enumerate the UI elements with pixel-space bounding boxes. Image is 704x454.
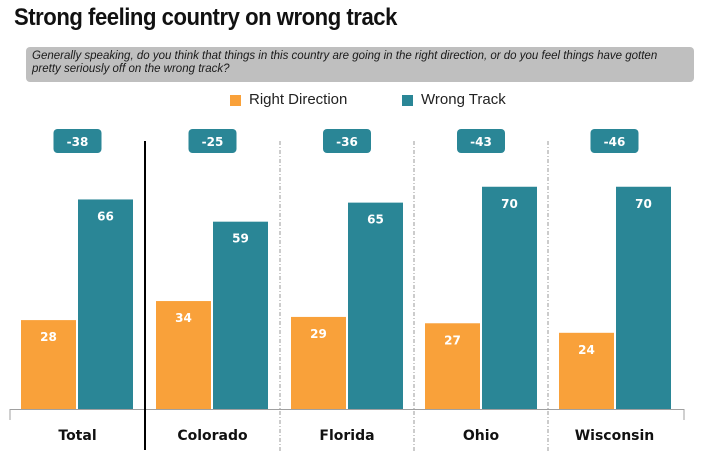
bar-value-right-direction-florida: 29 [310, 327, 327, 341]
category-label-ohio: Ohio [463, 428, 500, 444]
chart-title: Strong feeling country on wrong track [14, 4, 397, 31]
bar-right-direction-total [21, 320, 76, 409]
category-label-florida: Florida [319, 428, 374, 444]
bar-wrong-track-wisconsin [616, 186, 671, 409]
bar-value-wrong-track-wisconsin: 70 [635, 197, 652, 211]
bar-value-right-direction-total: 28 [40, 330, 57, 344]
question-text: Generally speaking, do you think that th… [32, 50, 658, 75]
category-label-total: Total [58, 428, 96, 444]
bar-wrong-track-ohio [482, 186, 537, 409]
bar-right-direction-ohio [425, 323, 480, 409]
difference-badge-florida [323, 129, 371, 153]
difference-value-ohio: -43 [470, 135, 492, 149]
difference-value-florida: -36 [336, 135, 358, 149]
legend-swatch-wrong-track [402, 95, 413, 106]
bar-value-right-direction-colorado: 34 [175, 311, 192, 325]
legend-swatch-right-direction [230, 95, 241, 106]
question-box: Generally speaking, do you think that th… [26, 47, 694, 82]
bar-value-wrong-track-florida: 65 [367, 213, 384, 227]
difference-value-colorado: -25 [202, 135, 224, 149]
legend-label-wrong-track: Wrong Track [421, 91, 506, 108]
category-label-wisconsin: Wisconsin [575, 428, 655, 444]
bar-value-wrong-track-colorado: 59 [232, 232, 249, 246]
legend-label-right-direction: Right Direction [249, 91, 348, 108]
difference-value-total: -38 [67, 135, 89, 149]
bar-value-wrong-track-ohio: 70 [501, 197, 518, 211]
difference-badge-colorado [188, 129, 237, 153]
bar-wrong-track-total [78, 199, 133, 409]
bar-wrong-track-colorado [213, 221, 268, 409]
bar-right-direction-wisconsin [559, 332, 614, 409]
bar-right-direction-colorado [156, 301, 211, 409]
bar-right-direction-florida [291, 316, 346, 409]
difference-badge-total [53, 129, 102, 153]
difference-value-wisconsin: -46 [604, 135, 626, 149]
bar-value-right-direction-ohio: 27 [444, 333, 461, 347]
category-label-colorado: Colorado [177, 428, 248, 444]
difference-badge-wisconsin [590, 129, 639, 153]
bar-wrong-track-florida [348, 202, 403, 409]
difference-badge-ohio [457, 129, 505, 153]
bar-value-right-direction-wisconsin: 24 [578, 343, 595, 357]
bar-value-wrong-track-total: 66 [97, 209, 114, 223]
